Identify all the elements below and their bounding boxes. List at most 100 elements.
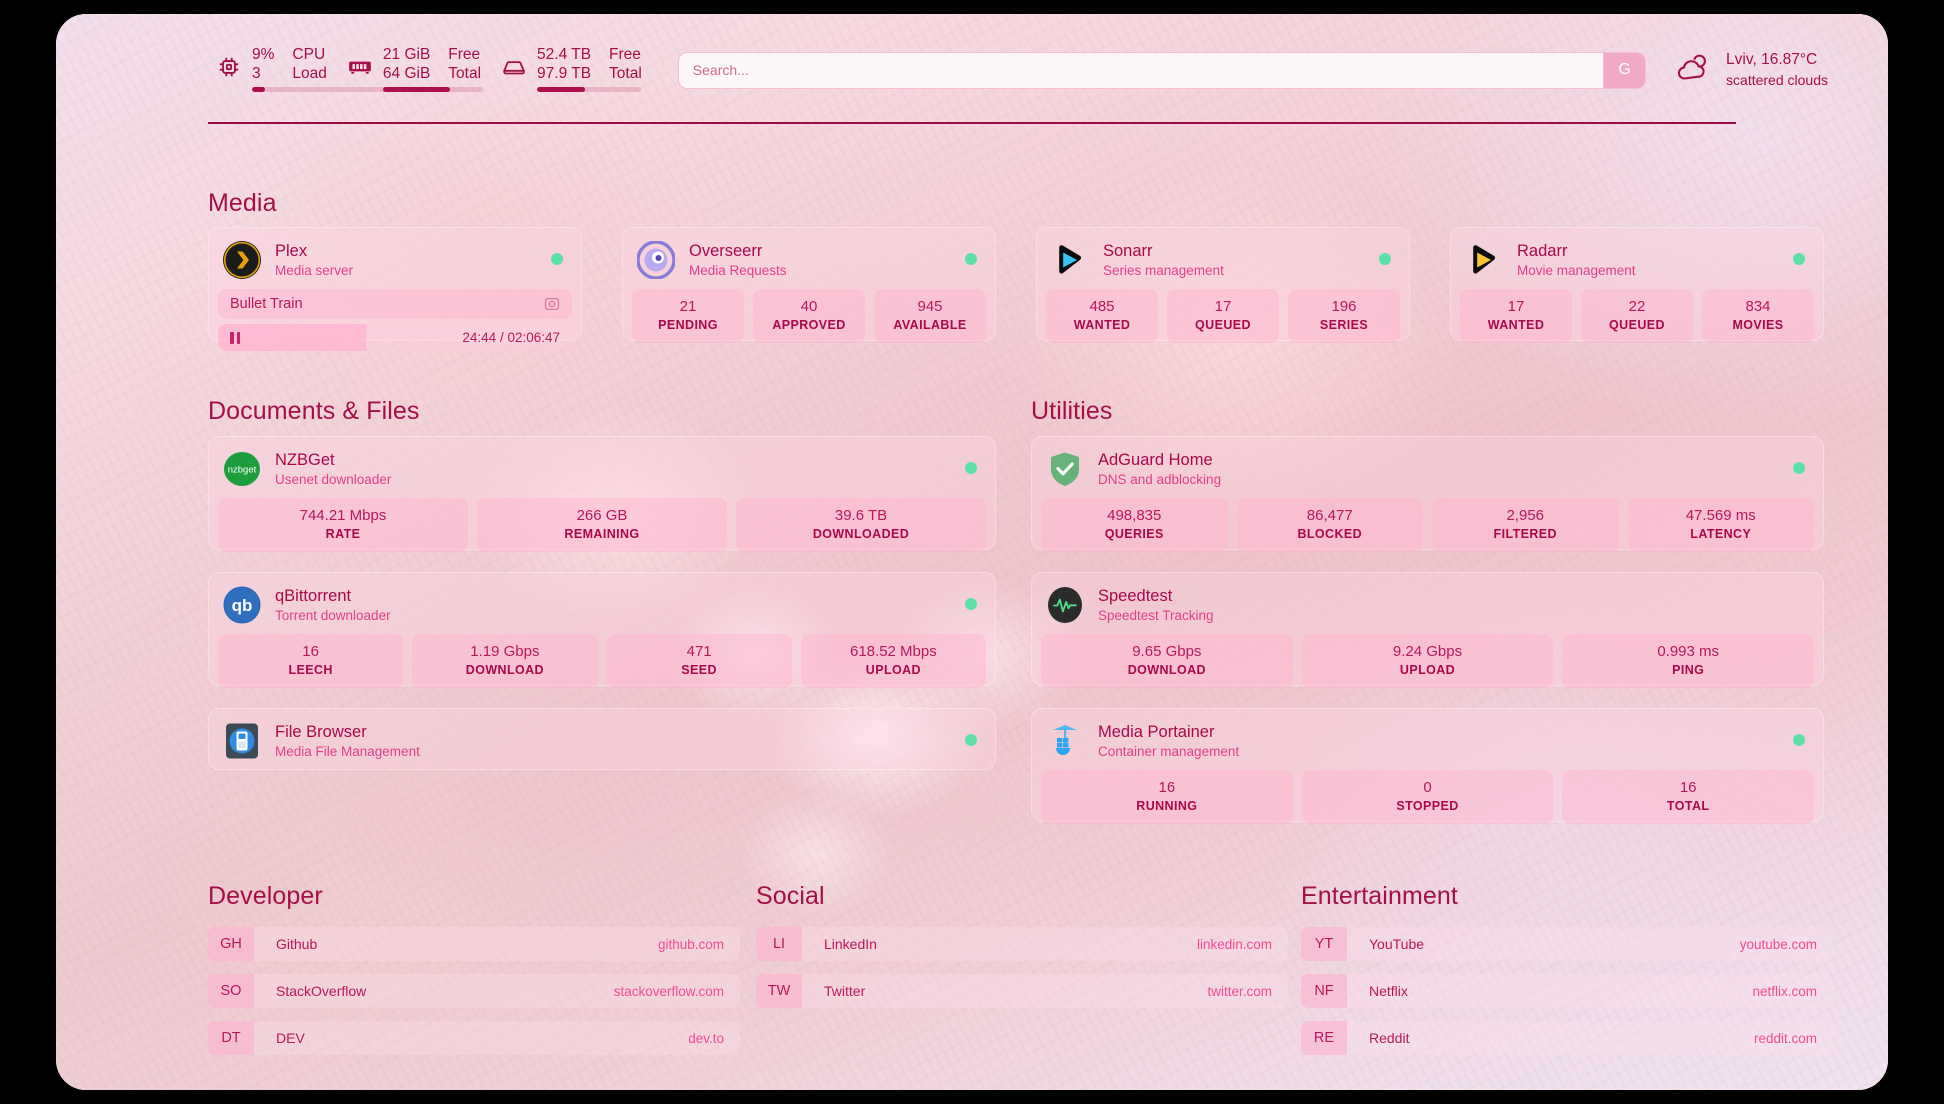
- bookmark-name: Github: [276, 936, 318, 952]
- stat-item: 9.65 Gbps DOWNLOAD: [1041, 634, 1293, 689]
- bookmark-url: twitter.com: [1207, 983, 1272, 999]
- cast-icon[interactable]: [544, 296, 560, 312]
- sonarr-icon: [1051, 241, 1089, 279]
- stat-item: 22 QUEUED: [1581, 289, 1693, 344]
- stat-item: 16 LEECH: [218, 634, 404, 689]
- app-card-qbittorrent[interactable]: qb qBittorrent Torrent downloader 16 LEE…: [208, 572, 996, 689]
- adguard-icon: [1046, 450, 1084, 488]
- bookmark-item[interactable]: LI LinkedIn linkedin.com: [756, 927, 1288, 961]
- plex-name: Plex: [275, 242, 308, 260]
- filebrowser-status-dot: [965, 733, 977, 746]
- nzbget-icon: nzbget: [223, 450, 261, 488]
- stat-item: 86,477 BLOCKED: [1236, 498, 1423, 553]
- stat-item: 1.19 Gbps DOWNLOAD: [412, 634, 598, 689]
- background-image: [56, 14, 1888, 1090]
- bookmark-group-entertainment: Entertainment YT YouTube youtube.com NF …: [1301, 882, 1833, 1068]
- app-card-overseerr[interactable]: Overseerr Media Requests 21 PENDING 40 A…: [622, 227, 996, 344]
- search-provider-button[interactable]: G: [1603, 52, 1646, 88]
- stat-item: 17 WANTED: [1460, 289, 1572, 344]
- cpu-labels: CPU Load: [292, 45, 327, 82]
- disk-usage-widget[interactable]: 52.4 TB 97.9 TB Free Total: [493, 46, 650, 95]
- sonarr-stats: 485 WANTED 17 QUEUED 196 SERIES: [1037, 289, 1409, 352]
- bookmark-name: YouTube: [1369, 936, 1425, 952]
- bookmark-group-social: Social LI LinkedIn linkedin.com TW Twitt…: [756, 882, 1288, 1021]
- search-bar[interactable]: G: [677, 51, 1647, 89]
- stat-item: 196 SERIES: [1288, 289, 1400, 344]
- bookmark-name: DEV: [276, 1030, 305, 1046]
- app-card-nzbget[interactable]: nzbget NZBGet Usenet downloader 744.21 M…: [208, 436, 996, 553]
- filebrowser-name: File Browser: [275, 723, 367, 741]
- section-title-media: Media: [208, 189, 277, 217]
- plex-now-playing-title: Bullet Train: [230, 296, 303, 313]
- section-title-utilities: Utilities: [1031, 397, 1113, 425]
- disk-labels: Free Total: [609, 45, 642, 82]
- pause-icon[interactable]: [230, 331, 240, 344]
- bookmark-item[interactable]: GH Github github.com: [208, 927, 740, 961]
- qbittorrent-stats: 16 LEECH 1.19 Gbps DOWNLOAD 471 SEED 618…: [209, 634, 995, 697]
- app-card-sonarr[interactable]: Sonarr Series management 485 WANTED 17 Q…: [1036, 227, 1410, 344]
- app-card-speedtest[interactable]: Speedtest Speedtest Tracking 9.65 Gbps D…: [1031, 572, 1824, 689]
- disk-icon: [501, 54, 527, 80]
- header-bar: 9% 3 CPU Load: [56, 14, 1888, 126]
- plex-icon: [223, 241, 261, 280]
- weather-widget[interactable]: Lviv, 16.87°C scattered clouds: [1672, 50, 1828, 90]
- speedtest-subtitle: Speedtest Tracking: [1098, 607, 1214, 623]
- search-input[interactable]: [678, 52, 1604, 88]
- stat-item: 17 QUEUED: [1167, 289, 1279, 344]
- bookmark-item[interactable]: NF Netflix netflix.com: [1301, 974, 1833, 1008]
- app-card-plex[interactable]: Plex Media server Bullet Train 24:44 / 0…: [208, 227, 582, 352]
- app-card-adguard[interactable]: AdGuard Home DNS and adblocking 498,835 …: [1031, 436, 1824, 553]
- overseerr-stats: 21 PENDING 40 APPROVED 945 AVAILABLE: [623, 289, 995, 352]
- stat-item: 618.52 Mbps UPLOAD: [800, 634, 986, 689]
- portainer-subtitle: Container management: [1098, 743, 1240, 759]
- bookmark-url: linkedin.com: [1196, 936, 1272, 952]
- plex-playback-bar[interactable]: 24:44 / 02:06:47: [218, 324, 572, 352]
- bookmark-url: dev.to: [688, 1030, 724, 1046]
- overseerr-name: Overseerr: [689, 242, 763, 260]
- app-card-portainer[interactable]: Media Portainer Container management 16 …: [1031, 708, 1824, 825]
- radarr-stats: 17 WANTED 22 QUEUED 834 MOVIES: [1451, 289, 1823, 352]
- bookmark-abbr: LI: [756, 927, 802, 961]
- svg-text:nzbget: nzbget: [228, 465, 257, 476]
- plex-timecode: 24:44 / 02:06:47: [462, 330, 560, 346]
- memory-usage-widget[interactable]: 21 GiB 64 GiB Free Total: [339, 46, 489, 95]
- bookmark-url: github.com: [657, 936, 724, 952]
- nzbget-stats: 744.21 Mbps RATE 266 GB REMAINING 39.6 T…: [209, 498, 995, 561]
- speedtest-icon: [1046, 586, 1084, 624]
- bookmark-item[interactable]: DT DEV dev.to: [208, 1021, 740, 1055]
- stat-item: 498,835 QUERIES: [1041, 498, 1228, 553]
- memory-labels: Free Total: [448, 45, 482, 82]
- qbittorrent-status-dot: [965, 597, 977, 610]
- app-card-filebrowser[interactable]: File Browser Media File Management: [208, 708, 996, 770]
- bookmark-item[interactable]: RE Reddit reddit.com: [1301, 1021, 1833, 1055]
- plex-subtitle: Media server: [275, 262, 354, 278]
- bookmark-item[interactable]: YT YouTube youtube.com: [1301, 927, 1833, 961]
- stat-item: 9.24 Gbps UPLOAD: [1301, 634, 1554, 689]
- radarr-name: Radarr: [1517, 242, 1568, 260]
- header-divider: [208, 122, 1736, 124]
- bookmark-item[interactable]: SO StackOverflow stackoverflow.com: [208, 974, 740, 1008]
- stat-item: 39.6 TB DOWNLOADED: [736, 498, 986, 553]
- stat-item: 0.993 ms PING: [1562, 634, 1815, 689]
- adguard-subtitle: DNS and adblocking: [1098, 471, 1222, 487]
- qbittorrent-icon: qb: [223, 586, 261, 624]
- bookmark-abbr: GH: [208, 927, 254, 961]
- weather-location-temp: Lviv, 16.87°C: [1726, 51, 1818, 69]
- stat-item: 485 WANTED: [1046, 289, 1158, 344]
- cpu-icon: [216, 54, 242, 80]
- cpu-usage-widget[interactable]: 9% 3 CPU Load: [208, 45, 394, 95]
- stat-item: 266 GB REMAINING: [477, 498, 727, 553]
- stat-item: 0 STOPPED: [1301, 770, 1554, 825]
- bookmark-item[interactable]: TW Twitter twitter.com: [756, 974, 1288, 1008]
- bookmark-group-title: Developer: [208, 882, 323, 910]
- memory-values: 21 GiB 64 GiB: [382, 45, 431, 82]
- app-card-radarr[interactable]: Radarr Movie management 17 WANTED 22 QUE…: [1450, 227, 1824, 344]
- nzbget-status-dot: [965, 461, 977, 474]
- cloud-icon: [1672, 53, 1712, 87]
- stat-item: 2,956 FILTERED: [1432, 498, 1619, 553]
- cpu-progress-bar: [252, 87, 394, 93]
- bookmark-group-title: Entertainment: [1301, 882, 1458, 910]
- weather-condition: scattered clouds: [1726, 72, 1828, 89]
- bookmark-url: youtube.com: [1739, 936, 1817, 952]
- stat-item: 21 PENDING: [632, 289, 744, 344]
